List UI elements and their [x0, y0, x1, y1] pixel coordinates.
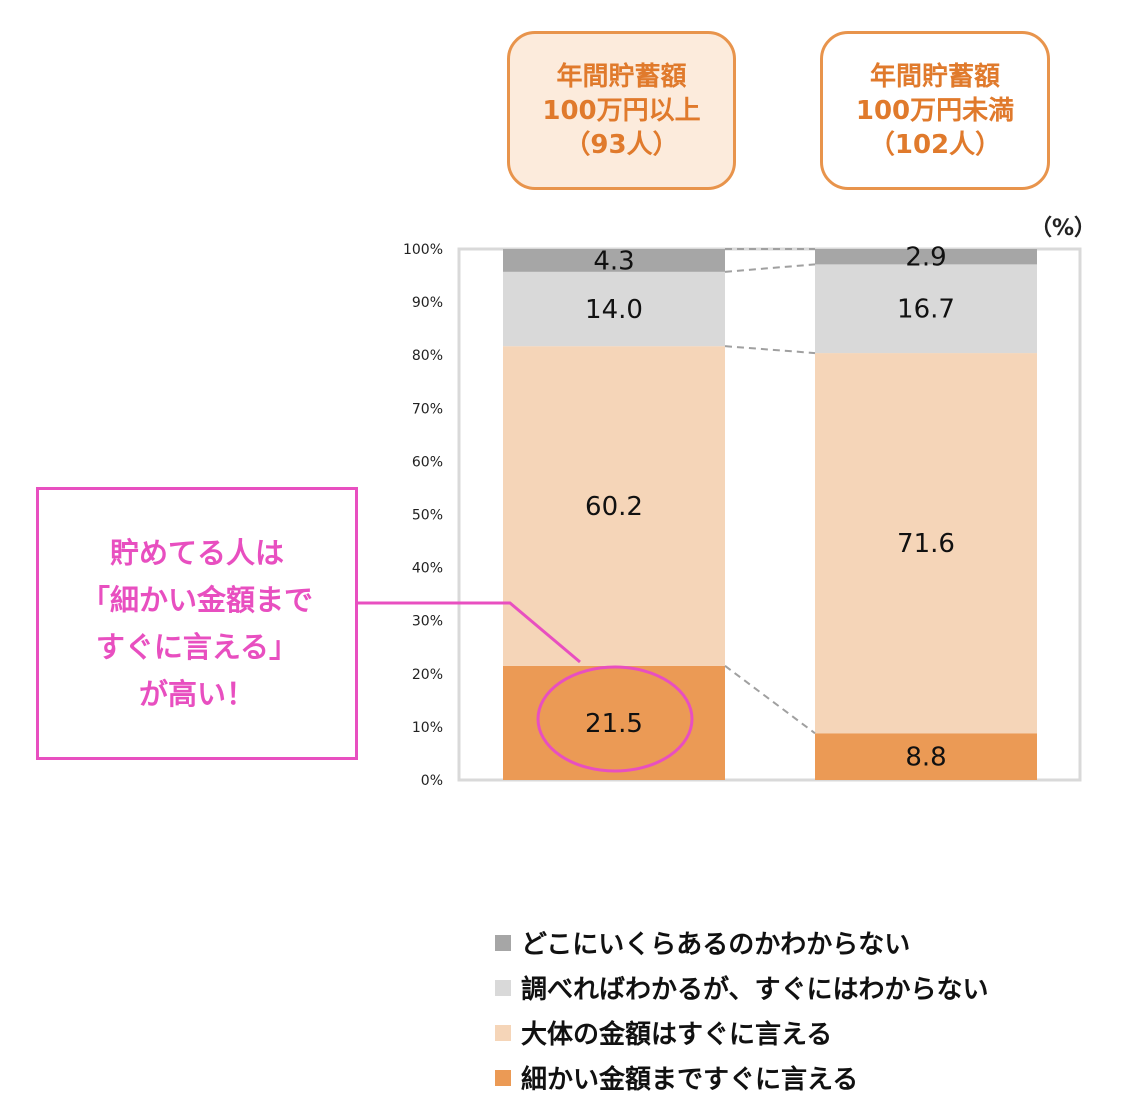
data-label: 60.2 — [585, 492, 643, 522]
callout-pointer-line — [358, 601, 581, 664]
bar-segment — [503, 346, 725, 666]
group-header-1-line2: 100万円以上 — [542, 95, 701, 126]
y-tick-label: 90% — [412, 295, 443, 311]
y-tick-label: 10% — [412, 720, 443, 736]
legend-item: 細かい金額まですぐに言える — [495, 1055, 988, 1100]
legend-label: 細かい金額まですぐに言える — [521, 1065, 859, 1095]
y-tick-label: 80% — [412, 348, 443, 364]
highlight-ellipse — [536, 665, 694, 773]
y-tick-label: 70% — [412, 401, 443, 417]
y-tick-label: 0% — [421, 773, 443, 789]
y-tick-label: 40% — [412, 561, 443, 577]
group-header-2-line3: （102人） — [868, 129, 1002, 160]
data-label: 8.8 — [905, 743, 946, 773]
y-tick-label: 30% — [412, 614, 443, 630]
y-tick-label: 20% — [412, 667, 443, 683]
bar-segment — [815, 733, 1037, 780]
group-header-2: 年間貯蓄額 100万円未満 （102人） — [820, 31, 1050, 190]
legend-swatch — [495, 1069, 511, 1086]
group-header-2-line2: 100万円未満 — [855, 95, 1015, 126]
bar-segment — [815, 249, 1037, 265]
legend: どこにいくらあるのかわからない調べればわかるが、すぐにはわからない 大体の金額はす… — [495, 920, 988, 1100]
y-tick-label: 60% — [412, 454, 443, 470]
bar-segment — [503, 271, 725, 347]
legend-label: 大体の金額はすぐに言える — [521, 1020, 833, 1050]
connector-line — [724, 345, 816, 355]
y-tick-label: 100% — [403, 242, 443, 258]
legend-swatch — [495, 1024, 511, 1041]
callout-line-2: 「細かい金額まで — [80, 582, 313, 617]
group-header-1-line3: （93人） — [564, 129, 679, 160]
y-tick-label: 50% — [412, 508, 443, 524]
bar-segment — [815, 264, 1037, 354]
callout-line-4: が高い！ — [138, 676, 255, 711]
data-label: 71.6 — [897, 529, 955, 559]
legend-label: 調べればわかるが、すぐにはわからない — [521, 975, 989, 1005]
data-label: 4.3 — [593, 246, 634, 276]
legend-item: 大体の金額はすぐに言える — [495, 1010, 988, 1055]
legend-swatch — [495, 934, 511, 951]
plot-frame — [457, 247, 1082, 782]
legend-swatch — [495, 979, 511, 996]
data-label: 21.5 — [585, 709, 643, 739]
group-header-2-line1: 年間貯蓄額 — [869, 61, 1000, 92]
group-header-1-line1: 年間貯蓄額 — [556, 61, 687, 92]
group-header-1: 年間貯蓄額 100万円以上 （93人） — [507, 31, 736, 190]
bar-segment — [503, 665, 725, 780]
callout-line-3: すぐに言える」 — [95, 629, 299, 664]
legend-label: どこにいくらあるのかわからない — [521, 930, 911, 960]
data-label: 2.9 — [905, 243, 946, 273]
callout-box: 貯めてる人は 「細かい金額まで すぐに言える」 が高い！ — [36, 487, 358, 760]
connector-line — [724, 263, 816, 273]
legend-item: 調べればわかるが、すぐにはわからない — [495, 965, 988, 1010]
data-label: 16.7 — [897, 295, 955, 325]
unit-label: （%） — [1030, 216, 1097, 241]
data-label: 14.0 — [585, 295, 643, 325]
bar-segment — [815, 353, 1037, 734]
callout-line-1: 貯めてる人は — [109, 535, 284, 570]
legend-item: どこにいくらあるのかわからない — [495, 920, 988, 965]
bar-segment — [503, 249, 725, 272]
connector-line — [724, 665, 816, 735]
